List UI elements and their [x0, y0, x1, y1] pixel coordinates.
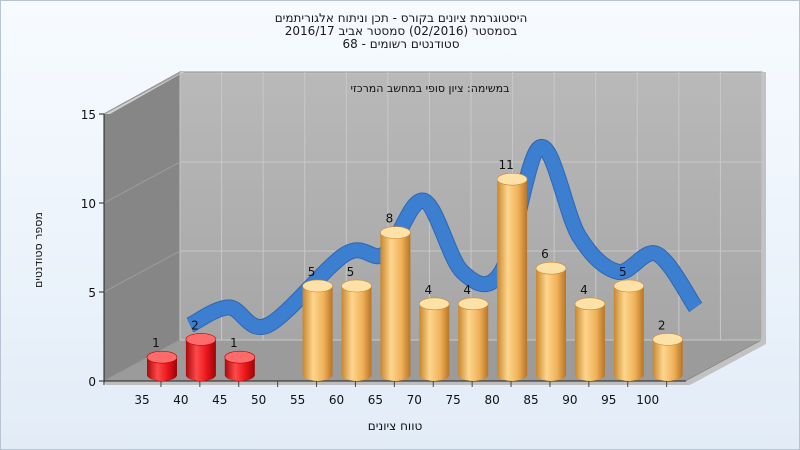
bar-top — [380, 226, 411, 239]
x-tick-label: 80 — [484, 393, 499, 407]
chart-title-line-1: היסטוגרמת ציונים בקורס - תכן וניתוח אלגו… — [274, 11, 528, 25]
x-tick-label: 65 — [368, 393, 383, 407]
bar-body — [458, 303, 489, 381]
bar-top — [574, 297, 606, 311]
data-label: 4 — [424, 283, 432, 297]
left-wall — [103, 71, 181, 382]
x-axis-label: טווח ציונים — [368, 419, 423, 433]
floor-front-edge — [104, 381, 690, 385]
x-tick-label: 70 — [407, 393, 422, 407]
x-tick-label: 60 — [329, 393, 344, 407]
grid-line-side — [103, 339, 181, 382]
data-label: 5 — [308, 265, 316, 279]
bar — [613, 279, 645, 381]
bar-body — [419, 303, 450, 381]
x-tick-label: 40 — [173, 393, 188, 407]
data-label: 8 — [386, 212, 394, 226]
bar — [574, 297, 606, 381]
bar — [496, 172, 528, 381]
data-label: 2 — [191, 318, 199, 332]
bar-top — [185, 333, 217, 346]
grid-line-side — [103, 72, 181, 115]
data-label: 4 — [580, 283, 588, 297]
bar-top — [457, 297, 489, 311]
x-tick-label: 95 — [601, 393, 616, 407]
y-tick-label: 15 — [81, 108, 96, 122]
bar-body — [185, 339, 216, 381]
y-tick-label: 10 — [81, 197, 96, 211]
bar-top — [613, 279, 645, 293]
bar — [418, 297, 450, 381]
x-tick-label: 55 — [290, 393, 305, 407]
data-labels: 1 2 1 5 5 8 4 4 11 6 4 5 2 — [152, 158, 665, 350]
chart-title-line-3: סטודנטים רשומים - 68 — [342, 37, 460, 51]
y-tick-label: 5 — [88, 286, 96, 300]
bar-body — [380, 232, 411, 381]
bar-top — [535, 261, 567, 275]
bar — [185, 333, 217, 381]
bar-top — [652, 333, 684, 346]
bar-body — [536, 268, 566, 381]
chart-title-line-2: בסמסטר (02/2016) סמסטר אביב 2016/17 — [284, 24, 518, 38]
data-label: 5 — [619, 265, 627, 279]
x-tick-label: 85 — [523, 393, 538, 407]
bar-top — [224, 350, 256, 364]
bar — [535, 261, 567, 381]
bar — [652, 333, 684, 381]
y-tick-label: 0 — [88, 375, 96, 389]
grid-line-side — [103, 250, 181, 293]
bar — [146, 350, 178, 381]
bar-top — [418, 297, 450, 311]
bar-body — [613, 286, 644, 381]
bar — [457, 297, 489, 381]
bar-body — [224, 357, 255, 381]
trend-curve-ribbon — [186, 140, 702, 334]
bar-body — [652, 339, 683, 381]
trend-curve — [186, 139, 703, 335]
data-label: 2 — [658, 318, 666, 332]
data-label: 1 — [230, 336, 238, 350]
bar-body — [302, 286, 333, 381]
grid-line-side — [103, 161, 181, 204]
y-axis-label: מספר סטודנטים — [32, 212, 45, 288]
bars — [146, 172, 684, 381]
bar — [224, 350, 256, 381]
bar — [302, 279, 333, 381]
x-tick-label: 45 — [212, 393, 227, 407]
bar-top — [496, 172, 528, 186]
bar-top — [302, 279, 333, 293]
chart-axes — [100, 114, 686, 385]
bar-top — [146, 350, 178, 364]
x-tick-label: 90 — [562, 393, 577, 407]
data-label: 11 — [498, 158, 513, 172]
bar — [380, 226, 411, 381]
x-tick-label: 75 — [446, 393, 461, 407]
x-axis-ticks: 35 40 45 50 55 60 65 70 75 80 85 90 95 100 — [134, 381, 668, 407]
chart-subtitle: במשימה: ציון סופי במחשב המרכזי — [350, 82, 509, 95]
data-label: 6 — [541, 247, 549, 261]
bar-body — [574, 303, 605, 381]
x-tick-label: 50 — [251, 393, 266, 407]
bar-body — [147, 357, 177, 381]
y-axis-ticks: 0 5 10 15 — [81, 108, 104, 389]
x-tick-label: 100 — [636, 393, 659, 407]
bar-top — [341, 279, 372, 293]
data-label: 1 — [152, 336, 160, 350]
x-tick-label: 35 — [134, 393, 149, 407]
data-label: 4 — [463, 283, 471, 297]
bar — [341, 279, 372, 381]
data-label: 5 — [347, 265, 355, 279]
bar-body — [341, 286, 372, 381]
bar-body — [497, 179, 528, 381]
